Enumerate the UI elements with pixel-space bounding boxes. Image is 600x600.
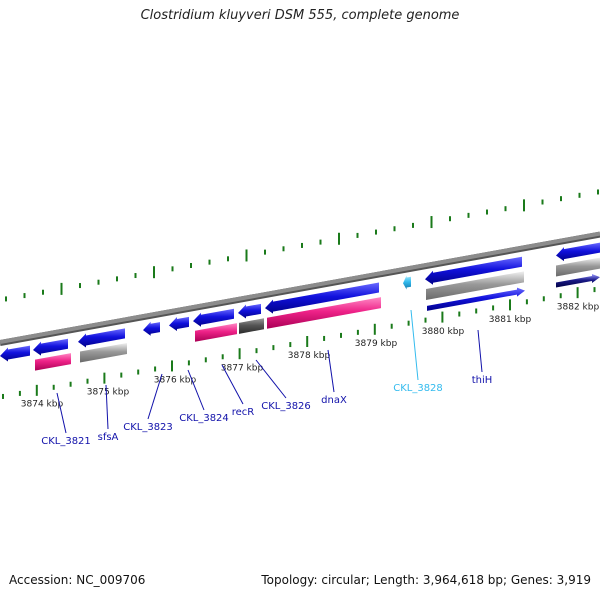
genome-backbone <box>0 231 600 346</box>
scale-label-3880-kbp: 3880 kbp <box>422 327 465 337</box>
leader-line-recR <box>221 364 244 405</box>
rna-box <box>35 353 71 371</box>
cds-arrow-cyan <box>403 275 411 290</box>
feature-track <box>0 242 600 371</box>
gene-label-recR: recR <box>232 407 255 418</box>
leader-line-CKL_3826 <box>255 359 287 399</box>
gene-label-CKL_3824: CKL_3824 <box>179 413 229 424</box>
accession-text: Accession: NC_009706 <box>9 573 146 587</box>
genome-summary-text: Topology: circular; Length: 3,964,618 bp… <box>261 573 591 587</box>
cds-arrow <box>427 287 525 311</box>
gene-label-thiH: thiH <box>472 375 493 386</box>
scale-label-3877-kbp: 3877 kbp <box>221 363 264 373</box>
leader-line-CKL_3823 <box>147 373 163 420</box>
scale-label-3879-kbp: 3879 kbp <box>355 339 398 349</box>
rna-box <box>267 297 381 329</box>
scale-label-3875-kbp: 3875 kbp <box>87 387 130 397</box>
scale-label-3876-kbp: 3876 kbp <box>154 375 197 385</box>
leader-line-sfsA <box>105 384 109 430</box>
leader-line-CKL_3824 <box>187 369 205 411</box>
cds-arrow <box>193 308 234 327</box>
scale-label-3874-kbp: 3874 kbp <box>21 399 64 409</box>
cds-arrow <box>169 316 189 332</box>
cds-arrow <box>265 282 379 314</box>
leader-line-dnaX <box>327 349 335 393</box>
map-title: Clostridium kluyveri DSM 555, complete g… <box>140 8 460 23</box>
cds-arrow <box>143 321 160 336</box>
gene-label-CKL_3821: CKL_3821 <box>41 436 91 447</box>
cds-arrow <box>33 338 68 356</box>
gene-label-CKL_3828: CKL_3828 <box>393 383 443 394</box>
outer-tick-track <box>5 189 599 302</box>
scale-label-3882-kbp: 3882 kbp <box>557 303 600 313</box>
cds-arrow <box>78 328 125 348</box>
leader-line-thiH <box>477 329 483 373</box>
dark-gray-box <box>239 318 264 334</box>
gene-label-dnaX: dnaX <box>321 395 347 406</box>
scale-label-3881-kbp: 3881 kbp <box>489 315 532 325</box>
gene-label-CKL_3826: CKL_3826 <box>261 401 311 412</box>
inner-tick-track <box>2 287 596 399</box>
leader-line-CKL_3821 <box>56 392 67 434</box>
cds-arrow <box>425 256 522 285</box>
backbone-line <box>0 231 600 344</box>
gene-label-CKL_3823: CKL_3823 <box>123 422 173 433</box>
cds-arrow <box>556 242 600 262</box>
gray-box <box>556 257 600 277</box>
gray-box <box>426 271 524 301</box>
rna-box <box>195 323 237 342</box>
scale-label-track: 3874 kbp 3875 kbp 3876 kbp 3877 kbp 3878 kbp… <box>21 303 600 410</box>
leader-line-CKL_3828 <box>410 309 419 381</box>
gray-box <box>80 343 127 363</box>
cds-arrow-dark <box>556 274 600 288</box>
cds-arrow <box>0 345 30 362</box>
scale-label-3878-kbp: 3878 kbp <box>288 351 331 361</box>
gene-label-sfsA: sfsA <box>98 432 119 443</box>
cds-arrow <box>238 303 261 319</box>
